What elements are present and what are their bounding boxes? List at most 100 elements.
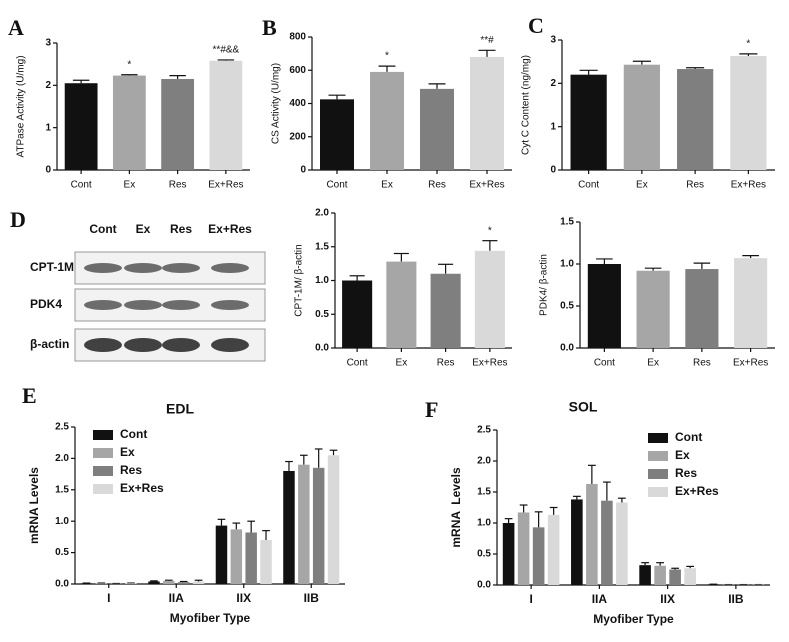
y-tick-label: 2.0 [315, 208, 329, 219]
bar [639, 565, 651, 585]
bar [623, 64, 660, 170]
y-tick-label: 1 [550, 121, 556, 132]
panel-letter: C [528, 13, 544, 38]
bar [684, 568, 696, 585]
bar [95, 583, 108, 584]
legend-swatch [648, 433, 668, 443]
x-tick-label: Cont [347, 358, 368, 369]
x-tick-label: Ex [396, 358, 408, 369]
x-tick-label: IIA [169, 591, 185, 605]
legend-label: Ex+Res [120, 481, 164, 495]
legend-swatch [93, 430, 113, 440]
bar [161, 78, 195, 170]
legend-label: Ex+Res [675, 484, 719, 498]
y-tick-label: 2 [45, 80, 51, 91]
legend-label: Ex [120, 445, 135, 459]
bar [80, 583, 93, 584]
y-tick-label: 2.0 [55, 453, 69, 464]
bar [386, 261, 417, 348]
y-axis-label: CPT-1M/ β-actin [294, 244, 305, 316]
bar [177, 582, 190, 584]
significance: **# [480, 35, 494, 46]
x-tick-label: Ex [647, 358, 659, 369]
x-axis-label: Myofiber Type [170, 611, 251, 625]
bar [125, 583, 137, 584]
blot-band [84, 263, 122, 273]
bar [571, 499, 583, 585]
blot-band [124, 300, 162, 310]
y-tick-label: 3 [45, 38, 51, 49]
y-tick-label: 1 [45, 122, 51, 133]
bar [685, 269, 719, 348]
blot-band [211, 300, 249, 310]
bar [342, 280, 373, 348]
y-tick-label: 0.0 [477, 580, 491, 591]
significance: * [127, 59, 131, 70]
x-tick-label: Ex+Res [731, 180, 766, 191]
y-tick-label: 0 [550, 165, 556, 176]
x-tick-label: IIB [304, 591, 320, 605]
y-tick-label: 400 [289, 98, 306, 109]
x-tick-label: Ex+Res [469, 180, 504, 191]
x-tick-label: Res [428, 180, 446, 191]
bar [112, 75, 146, 170]
y-tick-label: 1.0 [315, 275, 329, 286]
x-tick-label: Res [686, 180, 704, 191]
y-tick-label: 0.5 [55, 547, 69, 558]
legend-label: Res [120, 463, 142, 477]
bar [669, 569, 681, 585]
y-tick-label: 0.5 [560, 301, 574, 312]
legend-label: Cont [120, 427, 147, 441]
y-tick-label: 600 [289, 65, 306, 76]
legend-swatch [93, 466, 113, 476]
x-tick-label: Ex+Res [472, 358, 507, 369]
bar [312, 467, 325, 584]
y-tick-label: 0.5 [477, 549, 491, 560]
bar [474, 250, 505, 348]
x-tick-label: Ex [636, 180, 648, 191]
y-tick-label: 1.5 [55, 484, 69, 495]
x-tick-label: Ex [124, 180, 136, 191]
x-tick-label: Ex+Res [208, 180, 243, 191]
y-tick-label: 0.0 [560, 343, 574, 354]
lane-label: Cont [89, 222, 116, 236]
bar [586, 483, 598, 585]
y-tick-label: 1.0 [560, 259, 574, 270]
y-tick-label: 2 [550, 78, 556, 89]
y-tick-label: 1.5 [477, 487, 491, 498]
bar [502, 523, 515, 585]
y-tick-label: 1.0 [477, 518, 491, 529]
x-tick-label: IIX [660, 592, 675, 606]
bar [734, 258, 768, 348]
chart-title: EDL [166, 401, 194, 417]
legend-label: Cont [675, 430, 702, 444]
y-tick-label: 2.0 [477, 456, 491, 467]
bar [320, 99, 354, 170]
blot-band [162, 263, 200, 273]
bar [430, 273, 461, 348]
bar [616, 502, 628, 585]
x-tick-label: Cont [578, 180, 599, 191]
bar [298, 464, 310, 584]
x-axis-label: Myofiber Type [593, 612, 674, 626]
x-tick-label: IIA [592, 592, 608, 606]
blot-band [84, 300, 122, 310]
panel-letter: D [10, 207, 26, 232]
blot-band [124, 338, 162, 352]
chart-title: SOL [569, 399, 598, 415]
x-tick-label: Res [437, 358, 455, 369]
blot-band [124, 263, 162, 273]
x-tick-label: Cont [594, 358, 615, 369]
panel-letter: E [22, 383, 37, 408]
bar [570, 74, 607, 170]
legend-label: Ex [675, 448, 690, 462]
lane-label: Ex [136, 222, 151, 236]
bar [245, 532, 257, 584]
blot-band [84, 338, 122, 352]
x-tick-label: IIB [728, 592, 744, 606]
y-tick-label: 0 [45, 165, 51, 176]
legend-swatch [93, 484, 113, 494]
y-tick-label: 0 [300, 165, 306, 176]
x-tick-label: Cont [71, 180, 92, 191]
y-tick-label: 1.0 [55, 516, 69, 527]
